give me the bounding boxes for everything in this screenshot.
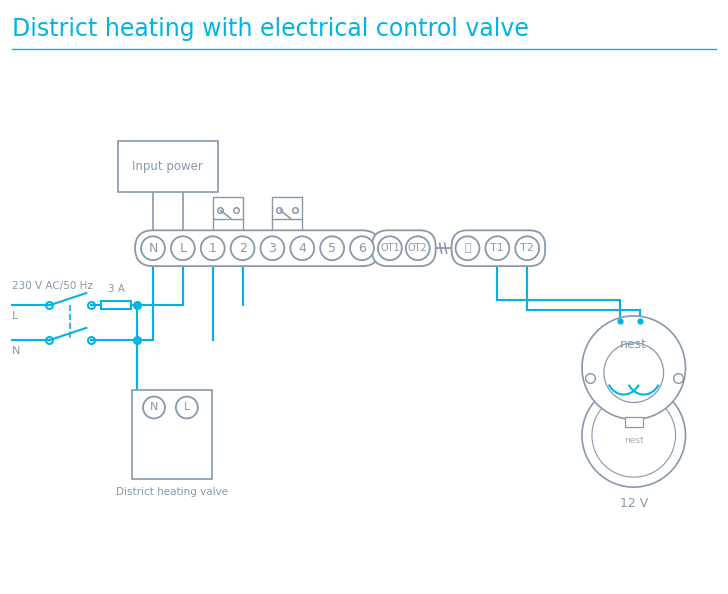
Text: L: L — [179, 242, 186, 255]
Circle shape — [350, 236, 374, 260]
Circle shape — [582, 384, 686, 487]
Text: 1: 1 — [209, 242, 217, 255]
Text: District heating valve: District heating valve — [116, 487, 228, 497]
Circle shape — [261, 236, 285, 260]
Circle shape — [405, 236, 430, 260]
FancyBboxPatch shape — [118, 141, 218, 192]
Text: Input power: Input power — [132, 160, 203, 173]
Circle shape — [171, 236, 195, 260]
FancyBboxPatch shape — [135, 230, 380, 266]
Circle shape — [592, 394, 676, 477]
Circle shape — [143, 397, 165, 418]
Circle shape — [290, 236, 314, 260]
Text: 4: 4 — [298, 242, 306, 255]
Text: 12 V: 12 V — [620, 497, 648, 510]
FancyBboxPatch shape — [132, 390, 212, 479]
Text: N: N — [12, 346, 20, 356]
Text: 2: 2 — [239, 242, 247, 255]
FancyBboxPatch shape — [272, 197, 302, 219]
Text: 6: 6 — [358, 242, 366, 255]
Circle shape — [378, 236, 402, 260]
Circle shape — [231, 236, 255, 260]
Text: N: N — [150, 403, 158, 412]
Text: 3 A: 3 A — [108, 284, 124, 294]
Text: nest: nest — [624, 437, 644, 446]
Text: 3: 3 — [269, 242, 277, 255]
Text: District heating with electrical control valve: District heating with electrical control… — [12, 17, 529, 41]
Text: 5: 5 — [328, 242, 336, 255]
Circle shape — [604, 343, 664, 403]
Text: T1: T1 — [491, 243, 505, 253]
Circle shape — [486, 236, 510, 260]
Text: nest: nest — [620, 338, 647, 351]
Text: OT2: OT2 — [408, 243, 427, 253]
Circle shape — [515, 236, 539, 260]
Text: L: L — [183, 403, 190, 412]
FancyBboxPatch shape — [101, 301, 131, 309]
Circle shape — [201, 236, 225, 260]
FancyBboxPatch shape — [451, 230, 545, 266]
Circle shape — [176, 397, 198, 418]
Text: OT1: OT1 — [380, 243, 400, 253]
Circle shape — [141, 236, 165, 260]
Text: N: N — [149, 242, 158, 255]
FancyBboxPatch shape — [625, 418, 643, 428]
Text: ⏚: ⏚ — [464, 243, 471, 253]
Circle shape — [582, 316, 686, 419]
Circle shape — [320, 236, 344, 260]
Circle shape — [456, 236, 480, 260]
Text: L: L — [12, 311, 18, 321]
Text: 230 V AC/50 Hz: 230 V AC/50 Hz — [12, 281, 92, 291]
FancyBboxPatch shape — [372, 230, 435, 266]
Text: T2: T2 — [521, 243, 534, 253]
FancyBboxPatch shape — [213, 197, 242, 219]
